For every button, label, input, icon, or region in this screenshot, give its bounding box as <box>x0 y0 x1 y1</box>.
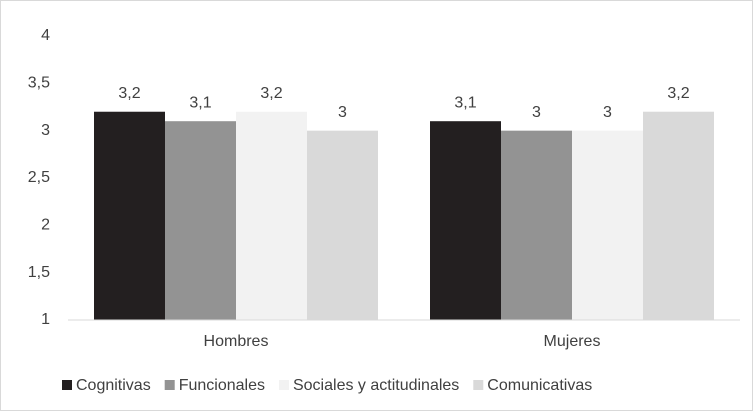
legend-label: Sociales y actitudinales <box>293 377 459 394</box>
legend-label: Funcionales <box>179 377 265 394</box>
bar <box>501 130 572 320</box>
x-tick-label: Hombres <box>204 333 269 350</box>
data-label: 3,1 <box>454 94 476 111</box>
data-label: 3,2 <box>260 85 282 102</box>
y-tick-label: 3,5 <box>28 75 50 92</box>
bar <box>307 130 378 320</box>
legend-label: Comunicativas <box>487 377 592 394</box>
y-tick-label: 2 <box>41 217 50 234</box>
legend-swatch <box>473 380 484 390</box>
bar <box>430 121 501 320</box>
x-tick-label: Mujeres <box>544 333 601 350</box>
y-tick-label: 2,5 <box>28 169 50 186</box>
y-tick-label: 1 <box>41 311 50 328</box>
data-label: 3 <box>603 104 612 121</box>
bar <box>94 111 165 320</box>
data-label: 3,2 <box>118 85 140 102</box>
bar <box>643 111 714 320</box>
data-label: 3,2 <box>667 85 689 102</box>
legend-swatch <box>278 380 289 390</box>
bar <box>236 111 307 320</box>
data-label: 3 <box>532 104 541 121</box>
legend-swatch <box>164 380 175 390</box>
data-label: 3,1 <box>189 94 211 111</box>
y-tick-label: 4 <box>41 27 50 44</box>
data-label: 3 <box>338 104 347 121</box>
legend-swatch <box>62 380 72 390</box>
bar <box>572 130 643 320</box>
y-tick-label: 1,5 <box>28 264 50 281</box>
bar <box>165 121 236 320</box>
legend-label: Cognitivas <box>76 377 151 394</box>
y-tick-label: 3 <box>41 122 50 139</box>
